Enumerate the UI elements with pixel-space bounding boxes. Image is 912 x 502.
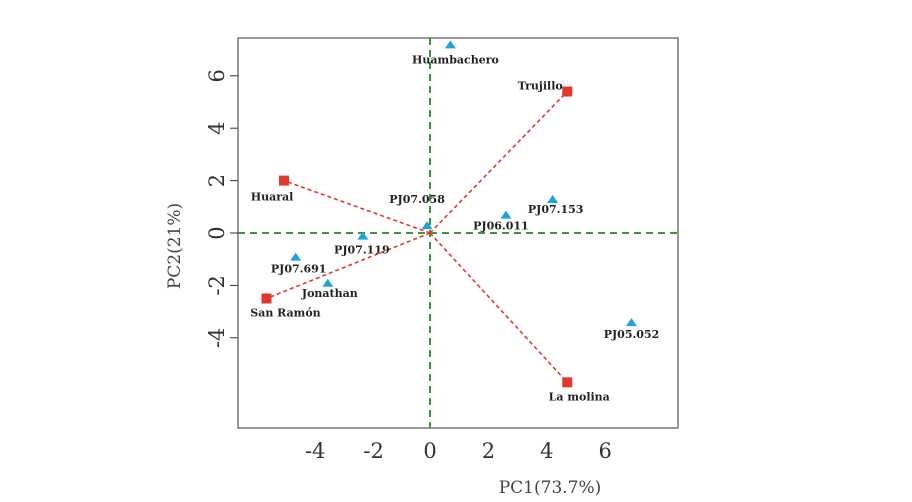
y-axis-ticks: -4 -2 0 2 4 6: [205, 69, 238, 348]
y-axis-label: PC2(21%): [165, 203, 185, 289]
label-pj07-691: PJ07.691: [271, 263, 327, 276]
marker-pj05-052: [625, 318, 637, 327]
label-trujillo: Trujillo: [518, 80, 563, 93]
x-tick-label: -2: [363, 439, 383, 463]
label-la-molina: La molina: [549, 390, 610, 403]
reference-lines: [238, 38, 682, 428]
marker-pj06-011: [500, 210, 512, 219]
marker-trujillo: [562, 86, 573, 97]
vector-trujillo: [429, 90, 568, 234]
label-pj07-153: PJ07.153: [528, 203, 584, 216]
marker-la-molina: [562, 377, 573, 388]
marker-jonathan: [322, 278, 334, 287]
marker-pj07-058: [421, 221, 433, 230]
x-tick-label: 4: [540, 439, 553, 463]
marker-huaral: [279, 175, 289, 186]
label-huambachero: Huambachero: [412, 53, 499, 66]
vector-huaral: [283, 179, 431, 234]
marker-huambachero: [444, 40, 456, 49]
label-jonathan: Jonathan: [301, 287, 358, 300]
label-pj05-052: PJ05.052: [604, 328, 660, 341]
y-tick-label: 0: [205, 226, 229, 239]
x-axis-label: PC1(73.7%): [499, 478, 602, 498]
point-markers: [261, 40, 637, 388]
marker-san-ram-n: [261, 293, 272, 304]
x-tick-label: 2: [482, 439, 495, 463]
x-tick-label: -4: [305, 439, 325, 463]
x-tick-label: 6: [599, 439, 612, 463]
y-tick-label: -4: [205, 328, 229, 348]
label-pj07-058: PJ07.058: [389, 193, 445, 206]
vector-san-ram-n: [266, 232, 431, 300]
y-tick-label: 6: [205, 69, 229, 82]
loading-vectors: [266, 90, 568, 383]
x-tick-label: 0: [423, 439, 436, 463]
marker-pj07-119: [357, 231, 369, 240]
marker-pj07-691: [290, 252, 302, 261]
y-tick-label: 4: [205, 122, 229, 135]
x-axis-ticks: -4 -2 0 2 4 6: [305, 439, 612, 463]
label-huaral: Huaral: [251, 191, 294, 204]
marker-pj07-153: [547, 194, 559, 203]
label-pj07-119: PJ07.119: [334, 244, 390, 257]
y-tick-label: 2: [205, 174, 229, 187]
y-tick-label: -2: [205, 275, 229, 295]
vector-la-molina: [429, 232, 568, 383]
point-labels: Huambachero PJ07.058 PJ07.153 PJ06.011 PJ07.…: [250, 53, 659, 403]
label-pj06-011: PJ06.011: [473, 220, 529, 233]
label-san-ram-n: San Ramón: [250, 307, 320, 320]
